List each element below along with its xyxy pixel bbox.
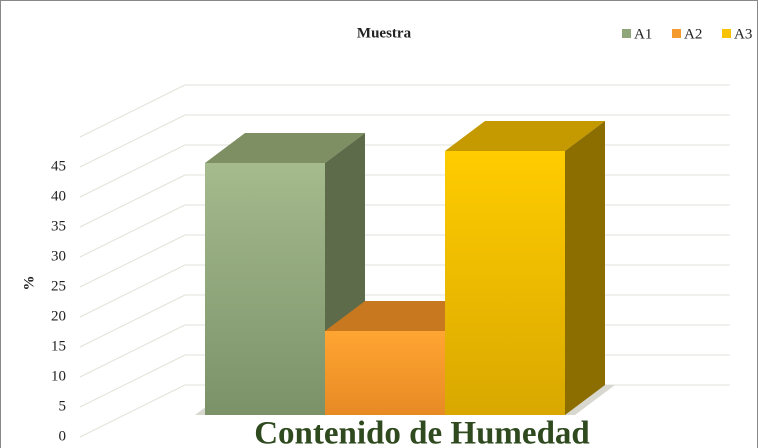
grid-line [79, 264, 186, 318]
y-tick-label: 35 [51, 218, 66, 234]
legend-swatch [722, 29, 731, 38]
bar-top [205, 133, 365, 163]
grid-line [79, 144, 186, 198]
bar [445, 151, 565, 415]
bar [325, 331, 445, 415]
x-axis-label: Contenido de Humedad [254, 416, 590, 448]
grid-line [79, 324, 186, 378]
legend-label: A1 [634, 26, 652, 42]
legend-label: A3 [734, 26, 752, 42]
grid-line [79, 384, 186, 438]
y-tick-label: 45 [51, 158, 66, 174]
bar [205, 163, 325, 415]
legend-label: A2 [684, 26, 702, 42]
bar-side [565, 121, 605, 415]
grid-line [79, 354, 186, 408]
y-tick-label: 30 [51, 248, 66, 264]
y-tick-label: 0 [59, 428, 67, 444]
y-tick-label: 20 [51, 308, 66, 324]
grid-line [79, 114, 186, 168]
grid-line [79, 294, 186, 348]
bar-top [445, 121, 605, 151]
grid-line [79, 174, 186, 228]
y-tick-label: 10 [51, 368, 66, 384]
y-tick-label: 15 [51, 338, 66, 354]
y-tick-label: 25 [51, 278, 66, 294]
legend-swatch [672, 29, 681, 38]
grid-line [79, 234, 186, 288]
grid-line [79, 84, 186, 138]
y-tick-label: 40 [51, 188, 66, 204]
chart-title: Muestra [357, 25, 412, 41]
y-tick-label: 5 [59, 398, 67, 414]
grid-line [79, 204, 186, 258]
y-axis-label: % [21, 276, 37, 291]
legend-swatch [622, 29, 631, 38]
